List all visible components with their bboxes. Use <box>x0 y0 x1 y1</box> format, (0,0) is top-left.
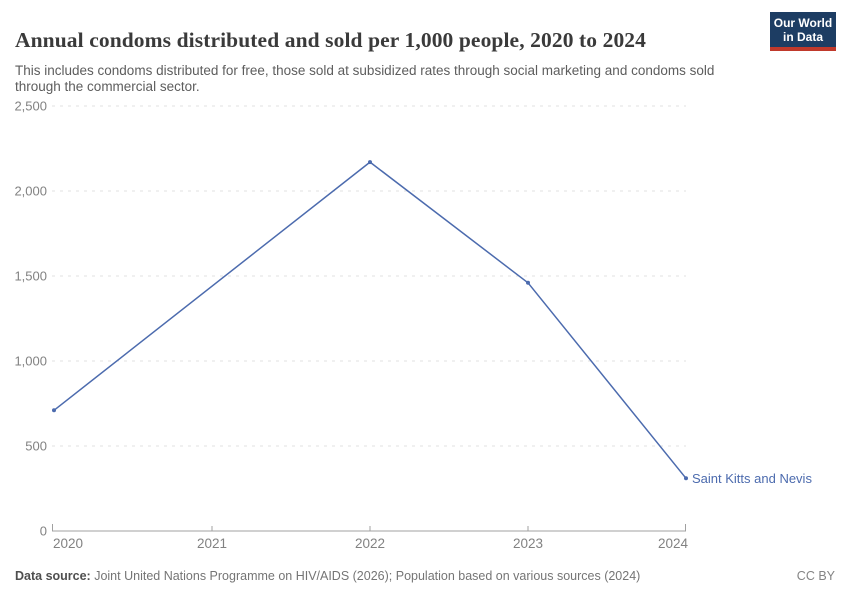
series-line[interactable] <box>53 161 687 480</box>
chart-subtitle: This includes condoms distributed for fr… <box>15 62 715 95</box>
owid-logo-text: Our World in Data <box>770 12 836 47</box>
owid-logo[interactable]: Our World in Data <box>770 12 836 51</box>
y-tick-label: 2,000 <box>14 184 47 199</box>
chart-title: Annual condoms distributed and sold per … <box>15 28 647 53</box>
data-point-marker <box>368 160 372 165</box>
data-point-marker <box>52 408 56 413</box>
x-tick-label: 2024 <box>658 536 689 551</box>
owid-logo-line1: Our World <box>773 15 833 30</box>
x-tick-label: 2021 <box>197 536 227 551</box>
x-tick-label: 2022 <box>355 536 385 551</box>
data-source-text: Joint United Nations Programme on HIV/AI… <box>90 569 641 583</box>
series-entity-label[interactable]: Saint Kitts and Nevis <box>692 471 812 486</box>
data-point-marker <box>684 476 688 481</box>
y-tick-label: 2,500 <box>14 99 47 114</box>
x-tick-label: 2023 <box>513 536 543 551</box>
data-source-label: Data source: <box>15 569 91 583</box>
data-point-marker <box>526 280 530 285</box>
x-tick-label: 2020 <box>53 536 83 551</box>
chart-footer: Data source: Joint United Nations Progra… <box>15 569 835 583</box>
data-source-note: Data source: Joint United Nations Progra… <box>15 569 640 583</box>
owid-logo-line2: in Data <box>782 29 823 44</box>
license-link[interactable]: CC BY <box>796 569 835 583</box>
y-tick-label: 1,500 <box>14 269 47 284</box>
owid-logo-accent-bar <box>770 47 836 51</box>
y-tick-label: 1,000 <box>14 354 47 369</box>
y-tick-label: 500 <box>25 439 47 454</box>
y-tick-label: 0 <box>40 524 47 539</box>
